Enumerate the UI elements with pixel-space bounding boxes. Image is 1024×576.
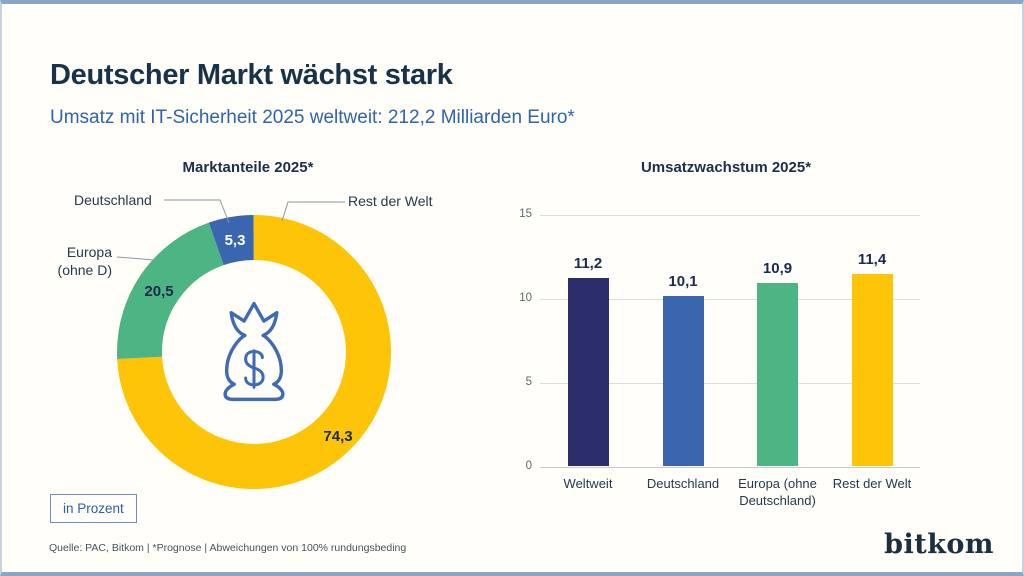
donut-arcs bbox=[117, 215, 391, 489]
y-tick-label-5: 5 bbox=[525, 376, 532, 388]
bar-deutschland bbox=[662, 296, 704, 466]
gridline-10 bbox=[540, 299, 920, 300]
donut-chart bbox=[116, 199, 391, 489]
x-axis-label: Deutschland bbox=[646, 476, 720, 491]
x-axis-label: Rest der Welt bbox=[832, 476, 912, 491]
bar-chart-title: Umsatzwachstum 2025* bbox=[640, 159, 812, 176]
money-bag-knot bbox=[229, 301, 279, 338]
x-axis-label: Europa (ohne Deutschland) bbox=[738, 476, 817, 508]
leader-line-deutschland bbox=[164, 199, 230, 224]
donut-chart-title: Marktanteile 2025* bbox=[182, 159, 314, 176]
y-tick-label-10: 10 bbox=[519, 292, 532, 304]
unit-badge: in Prozent bbox=[50, 494, 137, 523]
bar-rest-der-welt bbox=[851, 274, 893, 466]
bitkom-logo: bitkom bbox=[884, 529, 994, 560]
source-footnote: Quelle: PAC, Bitkom | *Prognose | Abweic… bbox=[49, 542, 407, 554]
bar-weltweit bbox=[567, 277, 609, 466]
gridline-5 bbox=[540, 383, 920, 384]
bar-value-label: 10,9 bbox=[762, 259, 793, 277]
bar-value-label: 11,4 bbox=[857, 251, 887, 269]
dollar-sign bbox=[244, 349, 265, 389]
donut-segment-europa-ohne-d- bbox=[117, 215, 391, 489]
page-subtitle: Umsatz mit IT-Sicherheit 2025 weltweit: … bbox=[50, 107, 575, 128]
gridline-15 bbox=[540, 215, 920, 216]
donut-label-europa: Europa (ohne D) bbox=[57, 244, 112, 278]
donut-label-deutschland: Deutschland bbox=[74, 192, 152, 208]
leader-line-rest-der-welt bbox=[281, 201, 345, 222]
money-bag-icon bbox=[223, 301, 285, 402]
donut-value-europa: 20,5 bbox=[144, 283, 174, 300]
y-tick-label-0: 0 bbox=[525, 460, 532, 472]
money-bag-body bbox=[223, 333, 285, 402]
bar-value-label: 11,2 bbox=[573, 254, 603, 272]
donut-value-rest-der-welt: 74,3 bbox=[323, 428, 353, 445]
donut-segment-deutschland bbox=[117, 215, 391, 489]
donut-value-deutschland: 5,3 bbox=[224, 232, 246, 249]
page-title: Deutscher Markt wächst stark bbox=[50, 59, 453, 91]
bar-europa-ohne-deutschland- bbox=[757, 282, 798, 466]
bar-value-label: 10,1 bbox=[668, 273, 698, 291]
leader-line-europa bbox=[116, 256, 155, 261]
y-tick-label-15: 15 bbox=[519, 208, 532, 220]
donut-label-rest-der-welt: Rest der Welt bbox=[348, 193, 433, 209]
x-axis-label: Weltweit bbox=[563, 476, 613, 491]
bar-chart-plot: 0 5 10 15 11,2 Weltweit 10,1 Deutschland 10,9 Eur… bbox=[519, 208, 920, 508]
gridline-0 bbox=[540, 467, 920, 468]
